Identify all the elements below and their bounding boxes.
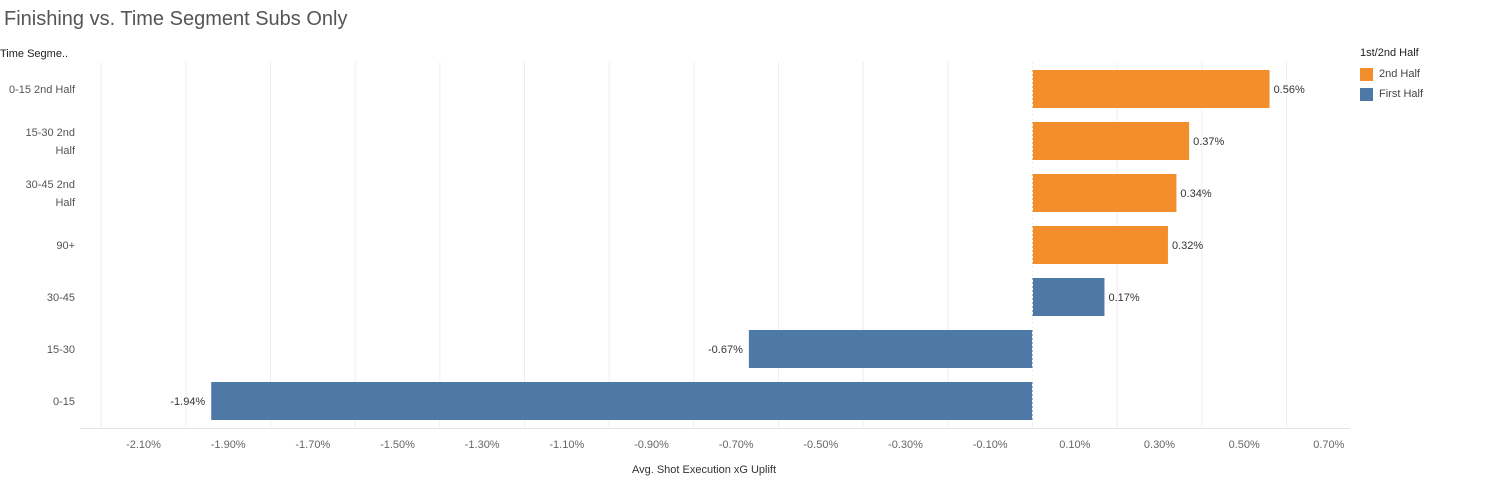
data-label: 0.56% (1274, 84, 1305, 96)
x-tick-label: -1.30% (465, 439, 500, 451)
legend-swatch-2nd-half (1360, 67, 1373, 81)
bar[interactable] (1032, 278, 1105, 316)
data-label: 0.32% (1172, 240, 1203, 252)
legend-item-2nd-half[interactable]: 2nd Half (1360, 64, 1423, 84)
x-axis: -2.10% -1.90% -1.70% -1.50% -1.30% -1.10% -0.9… (126, 439, 1345, 451)
x-tick-label: -0.70% (719, 439, 754, 451)
category-label[interactable]: 0-15 2nd Half (9, 84, 76, 96)
bars: 0.56% 0.37% 0.34% 0.32% 0.17% -0.67% -1.94% (170, 64, 1305, 422)
x-tick-label: 0.70% (1313, 439, 1344, 451)
legend-swatch-first-half (1360, 87, 1373, 101)
data-label: -0.67% (708, 344, 743, 356)
x-tick-label: -0.50% (803, 439, 838, 451)
data-label: 0.17% (1108, 292, 1139, 304)
data-label: -1.94% (170, 396, 205, 408)
category-label[interactable]: 0-15 (53, 396, 75, 408)
category-label[interactable]: 30-45 (47, 292, 75, 304)
category-label[interactable]: 30-45 2nd (25, 179, 75, 191)
bar[interactable] (748, 330, 1033, 368)
chart-title: Finishing vs. Time Segment Subs Only (4, 8, 348, 30)
legend-item-first-half[interactable]: First Half (1360, 84, 1423, 104)
x-tick-label: -0.90% (634, 439, 669, 451)
x-tick-label: -1.70% (295, 439, 330, 451)
data-label: 0.37% (1193, 136, 1224, 148)
bar[interactable] (1032, 122, 1190, 160)
bar[interactable] (1032, 70, 1270, 108)
x-tick-label: 0.10% (1059, 439, 1090, 451)
x-tick-label: 0.50% (1229, 439, 1260, 451)
bar[interactable] (1032, 226, 1168, 264)
category-label[interactable]: Half (55, 197, 76, 209)
category-label[interactable]: 90+ (56, 240, 75, 252)
x-axis-title: Avg. Shot Execution xG Uplift (632, 464, 776, 476)
bar[interactable] (211, 382, 1033, 420)
legend: 1st/2nd Half 2nd Half First Half (1360, 47, 1423, 104)
x-tick-label: 0.30% (1144, 439, 1175, 451)
category-label[interactable]: 15-30 2nd (25, 127, 75, 139)
x-tick-label: -0.10% (973, 439, 1008, 451)
category-label[interactable]: 15-30 (47, 344, 75, 356)
bar[interactable] (1032, 174, 1177, 212)
x-tick-label: -0.30% (888, 439, 923, 451)
legend-label-first-half: First Half (1379, 88, 1423, 100)
legend-label-2nd-half: 2nd Half (1379, 68, 1420, 80)
category-label[interactable]: Half (55, 145, 76, 157)
data-label: 0.34% (1180, 188, 1211, 200)
row-header-time-segment[interactable]: Time Segme.. (0, 48, 69, 60)
x-tick-label: -2.10% (126, 439, 161, 451)
category-labels: 0-15 2nd Half 15-30 2nd Half 30-45 2nd Half 9… (9, 84, 76, 408)
legend-title[interactable]: 1st/2nd Half (1360, 47, 1419, 59)
x-tick-label: -1.10% (549, 439, 584, 451)
x-tick-label: -1.90% (211, 439, 246, 451)
x-tick-label: -1.50% (380, 439, 415, 451)
